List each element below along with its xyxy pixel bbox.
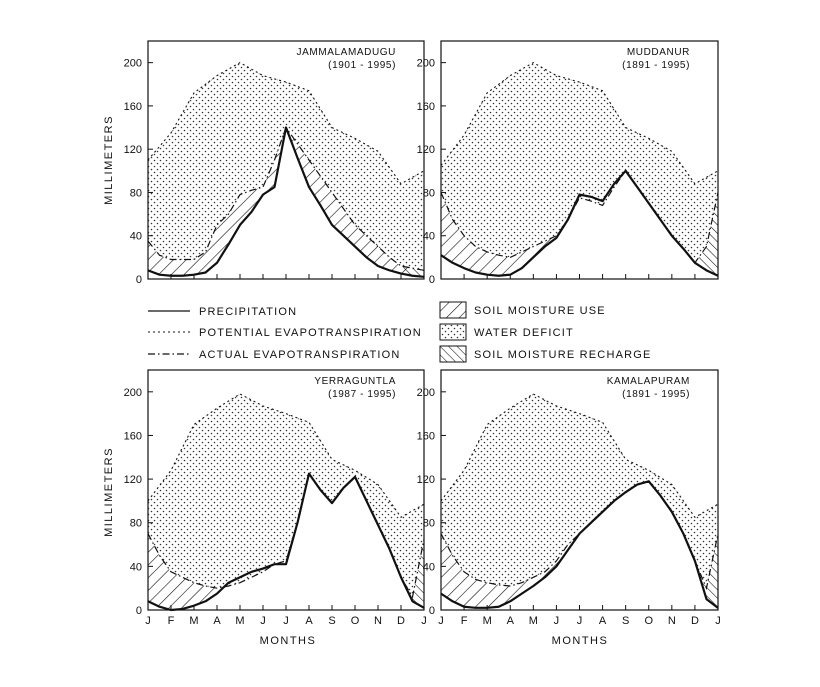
soil-moisture-use-area (148, 127, 286, 276)
pet-line (147, 393, 425, 518)
y-tick-label: 80 (423, 518, 435, 530)
water-deficit-area (148, 394, 424, 597)
aet-line (440, 169, 719, 264)
y-tick-label: 200 (417, 387, 435, 399)
legend-deficit-label: WATER DEFICIT (474, 327, 574, 339)
soil-moisture-recharge-area (401, 539, 424, 608)
x-tick-label: J (554, 615, 560, 627)
y-tick-label: 200 (417, 58, 435, 70)
y-tick-label: 40 (130, 231, 142, 243)
legend-recharge-swatch (439, 345, 467, 363)
x-tick-label: J (438, 615, 444, 627)
water-deficit-area (441, 394, 718, 589)
x-tick-label: A (599, 615, 607, 627)
pet-line (440, 393, 719, 518)
y-tick-label: 160 (417, 430, 435, 442)
legend-precipitation-label: PRECIPITATION (199, 306, 297, 318)
y-tick-label: 200 (124, 58, 142, 70)
y-tick-label: 80 (130, 187, 142, 199)
x-axis-label-left: MONTHS (260, 635, 317, 647)
legend-recharge-label: SOIL MOISTURE RECHARGE (474, 349, 652, 361)
y-tick-label: 200 (124, 387, 142, 399)
x-tick-label: O (351, 615, 360, 627)
x-tick-label: M (529, 615, 538, 627)
soil-moisture-use-area (441, 192, 568, 276)
y-tick-label: 0 (429, 605, 435, 617)
y-tick-label: 40 (423, 231, 435, 243)
y-tick-label: 120 (417, 474, 435, 486)
x-tick-label: N (668, 615, 676, 627)
x-tick-label: A (213, 615, 221, 627)
x-tick-label: A (507, 615, 515, 627)
y-tick-label: 160 (417, 101, 435, 113)
x-tick-label: S (328, 615, 335, 627)
legend-use-label: SOIL MOISTURE USE (474, 305, 606, 317)
panel-period: (1891 - 1995) (622, 389, 690, 400)
x-tick-label: J (421, 615, 427, 627)
x-tick-label: D (691, 615, 699, 627)
y-tick-label: 160 (124, 101, 142, 113)
panel-title: YERRAGUNTLA (314, 376, 396, 387)
x-tick-label: S (622, 615, 629, 627)
water-deficit-area (441, 62, 718, 263)
y-tick-label: 80 (423, 187, 435, 199)
y-tick-label: 40 (423, 561, 435, 573)
water-deficit-area (148, 62, 424, 271)
panel-period: (1901 - 1995) (328, 60, 396, 71)
pet-line (147, 62, 425, 185)
x-tick-label: J (260, 615, 266, 627)
panels-group: 0 40 80 120 160 200 JAMMALAMADUGU (1901 - 1995)… (124, 40, 721, 627)
y-tick-label: 120 (124, 144, 142, 156)
x-tick-label: F (461, 615, 468, 627)
x-axis-label-right: MONTHS (552, 635, 609, 647)
y-axis-label-top: MILLIMETERS (103, 115, 115, 205)
panel-jammalamadugu: 0 40 80 120 160 200 JAMMALAMADUGU (1901 - 1995) (124, 40, 425, 286)
y-tick-label: 0 (429, 274, 435, 286)
panel-period: (1891 - 1995) (622, 60, 690, 71)
pet-line (440, 62, 719, 185)
y-tick-label: 120 (124, 474, 142, 486)
x-tick-label: M (189, 615, 198, 627)
y-tick-label: 120 (417, 144, 435, 156)
x-tick-label: J (577, 615, 583, 627)
legend-pet-label: POTENTIAL EVAPOTRANSPIRATION (199, 327, 422, 339)
panel-title: KAMALAPURAM (607, 376, 690, 387)
x-tick-label: A (305, 615, 313, 627)
panel-title: MUDDANUR (627, 47, 690, 58)
y-tick-label: 0 (136, 274, 142, 286)
legend-deficit-swatch (439, 323, 467, 341)
soil-moisture-use-area (148, 533, 229, 610)
x-tick-label: J (715, 615, 721, 627)
y-tick-label: 40 (130, 561, 142, 573)
panel-muddanur: 0 40 80 120 160 200 MUDDANUR (1891 - 1995) (417, 40, 719, 286)
legend-use-swatch (439, 301, 467, 319)
x-tick-label: D (397, 615, 405, 627)
soil-moisture-use-area (441, 533, 580, 608)
y-tick-label: 0 (136, 605, 142, 617)
legend: PRECIPITATION POTENTIAL EVAPOTRANSPIRATI… (148, 301, 652, 363)
x-tick-label: J (283, 615, 289, 627)
panel-yerraguntla: 0 40 80 120 160 200 J F M A M J J A S O N D J YERRAGUNTLA (1… (124, 369, 427, 627)
panel-period: (1987 - 1995) (328, 389, 396, 400)
x-tick-label: O (644, 615, 653, 627)
x-tick-label: F (168, 615, 175, 627)
x-tick-label: N (374, 615, 382, 627)
x-tick-label: M (235, 615, 244, 627)
x-tick-label: J (145, 615, 151, 627)
legend-aet-label: ACTUAL EVAPOTRANSPIRATION (199, 349, 401, 361)
y-tick-label: 160 (124, 430, 142, 442)
panel-title: JAMMALAMADUGU (297, 47, 396, 58)
y-axis-label-bottom: MILLIMETERS (103, 447, 115, 537)
x-tick-label: M (483, 615, 492, 627)
soil-moisture-recharge-area (694, 533, 718, 608)
y-tick-label: 80 (130, 518, 142, 530)
